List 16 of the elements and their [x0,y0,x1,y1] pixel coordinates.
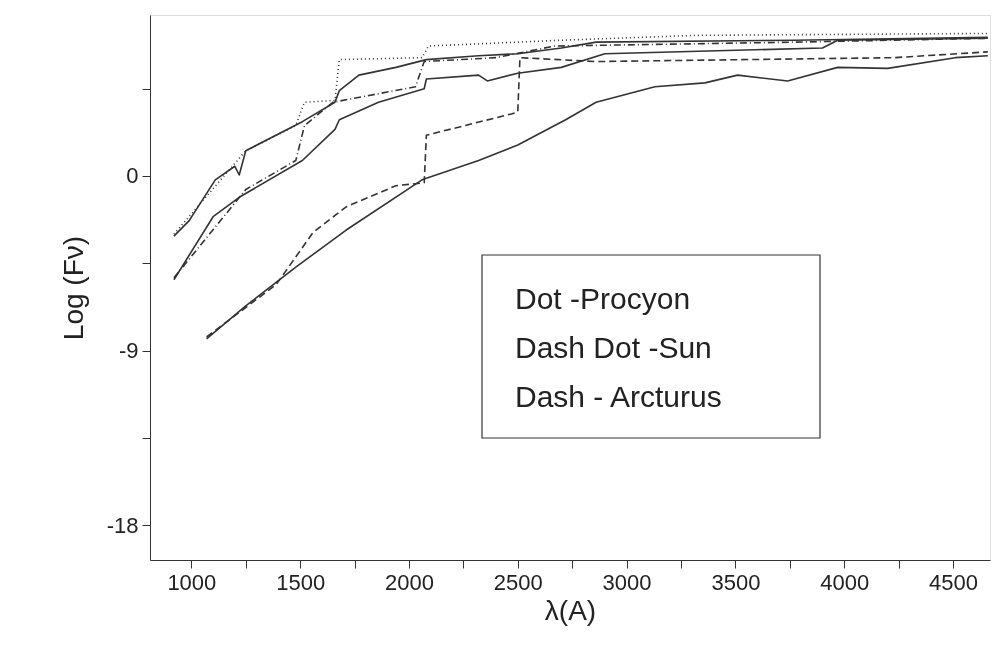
y-axis-title: Log (Fν) [57,235,89,341]
x-tick-label: 3500 [711,569,761,595]
x-tick-label: 4500 [929,569,978,595]
x-axis-title: λ(A) [544,594,597,626]
annotation: Dot -Procyon [515,282,691,315]
annotation: Dash - Arcturus [515,380,722,413]
y-tick-label: -18 [106,512,139,538]
x-tick-label: 2500 [493,569,543,595]
x-tick-label: 3000 [602,569,652,595]
x-tick-label: 1500 [276,569,326,595]
y-tick-label: 0 [126,163,139,189]
x-tick-label: 4000 [820,569,870,595]
x-tick-label: 1000 [167,569,217,595]
annotation: Dash Dot -Sun [515,331,712,364]
x-tick-label: 2000 [384,569,434,595]
y-tick-label: -9 [118,338,139,364]
